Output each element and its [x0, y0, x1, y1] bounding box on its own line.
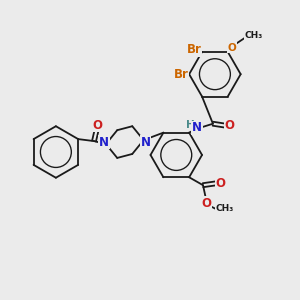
Text: O: O: [227, 43, 236, 53]
Text: Br: Br: [174, 68, 189, 81]
Text: O: O: [216, 177, 226, 190]
Text: N: N: [141, 136, 151, 148]
Text: Br: Br: [187, 44, 202, 56]
Text: O: O: [201, 196, 211, 209]
Text: O: O: [225, 119, 235, 132]
Text: N: N: [99, 136, 109, 148]
Text: CH₃: CH₃: [216, 205, 234, 214]
Text: H: H: [186, 120, 194, 130]
Text: N: N: [192, 121, 202, 134]
Text: O: O: [92, 119, 102, 132]
Text: CH₃: CH₃: [244, 31, 263, 40]
